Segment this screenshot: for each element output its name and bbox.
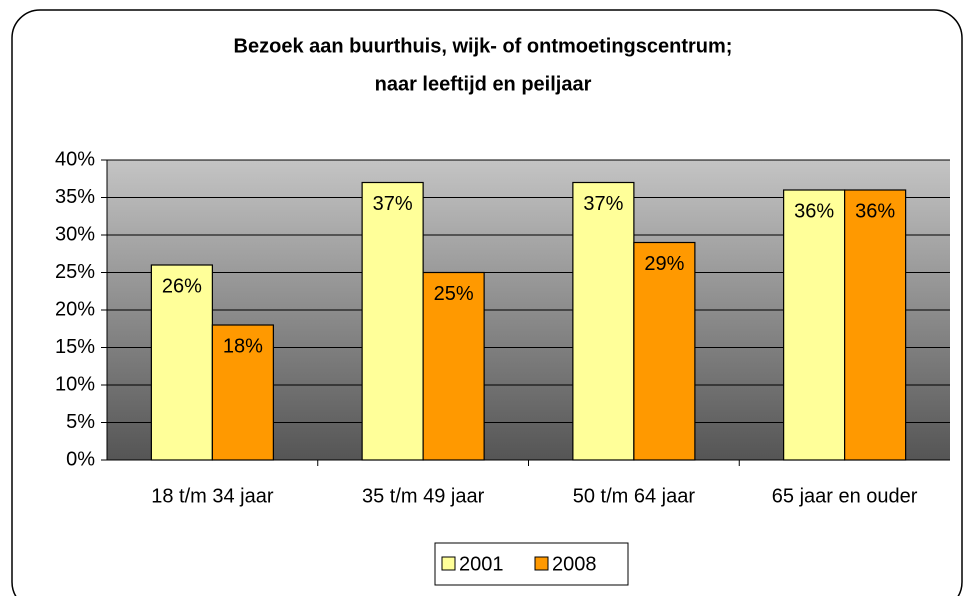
bar — [211, 324, 274, 461]
data-label: 18% — [223, 335, 263, 357]
data-label: 37% — [373, 193, 413, 215]
bar — [633, 241, 696, 461]
legend-swatch — [441, 556, 456, 571]
x-tick-label: 65 jaar en ouder — [772, 485, 918, 507]
chart-title: naar leeftijd en peiljaar — [375, 73, 592, 95]
y-tick-label: 20% — [55, 298, 95, 320]
y-tick-label: 35% — [55, 186, 95, 208]
bar — [844, 189, 907, 461]
legend — [434, 542, 629, 586]
y-tick-label: 25% — [55, 261, 95, 283]
bar — [783, 189, 846, 461]
bar — [422, 271, 485, 461]
y-tick-label: 0% — [66, 448, 95, 470]
data-label: 36% — [855, 200, 895, 222]
x-tick-label: 35 t/m 49 jaar — [362, 485, 485, 507]
data-label: 26% — [162, 275, 202, 297]
data-label: 25% — [434, 283, 474, 305]
x-tick-label: 18 t/m 34 jaar — [151, 485, 274, 507]
y-tick-label: 15% — [55, 336, 95, 358]
legend-label: 2001 — [459, 553, 504, 575]
chart-title: Bezoek aan buurthuis, wijk- of ontmoetin… — [234, 35, 733, 57]
legend-swatch — [534, 556, 549, 571]
data-label: 29% — [644, 253, 684, 275]
y-tick-label: 5% — [66, 411, 95, 433]
y-tick-label: 10% — [55, 373, 95, 395]
x-tick-label: 50 t/m 64 jaar — [573, 485, 696, 507]
bar — [361, 181, 424, 461]
y-tick-label: 40% — [55, 148, 95, 170]
data-label: 37% — [583, 193, 623, 215]
data-label: 36% — [794, 200, 834, 222]
bar — [572, 181, 635, 461]
legend-label: 2008 — [552, 553, 597, 575]
y-tick-label: 30% — [55, 223, 95, 245]
